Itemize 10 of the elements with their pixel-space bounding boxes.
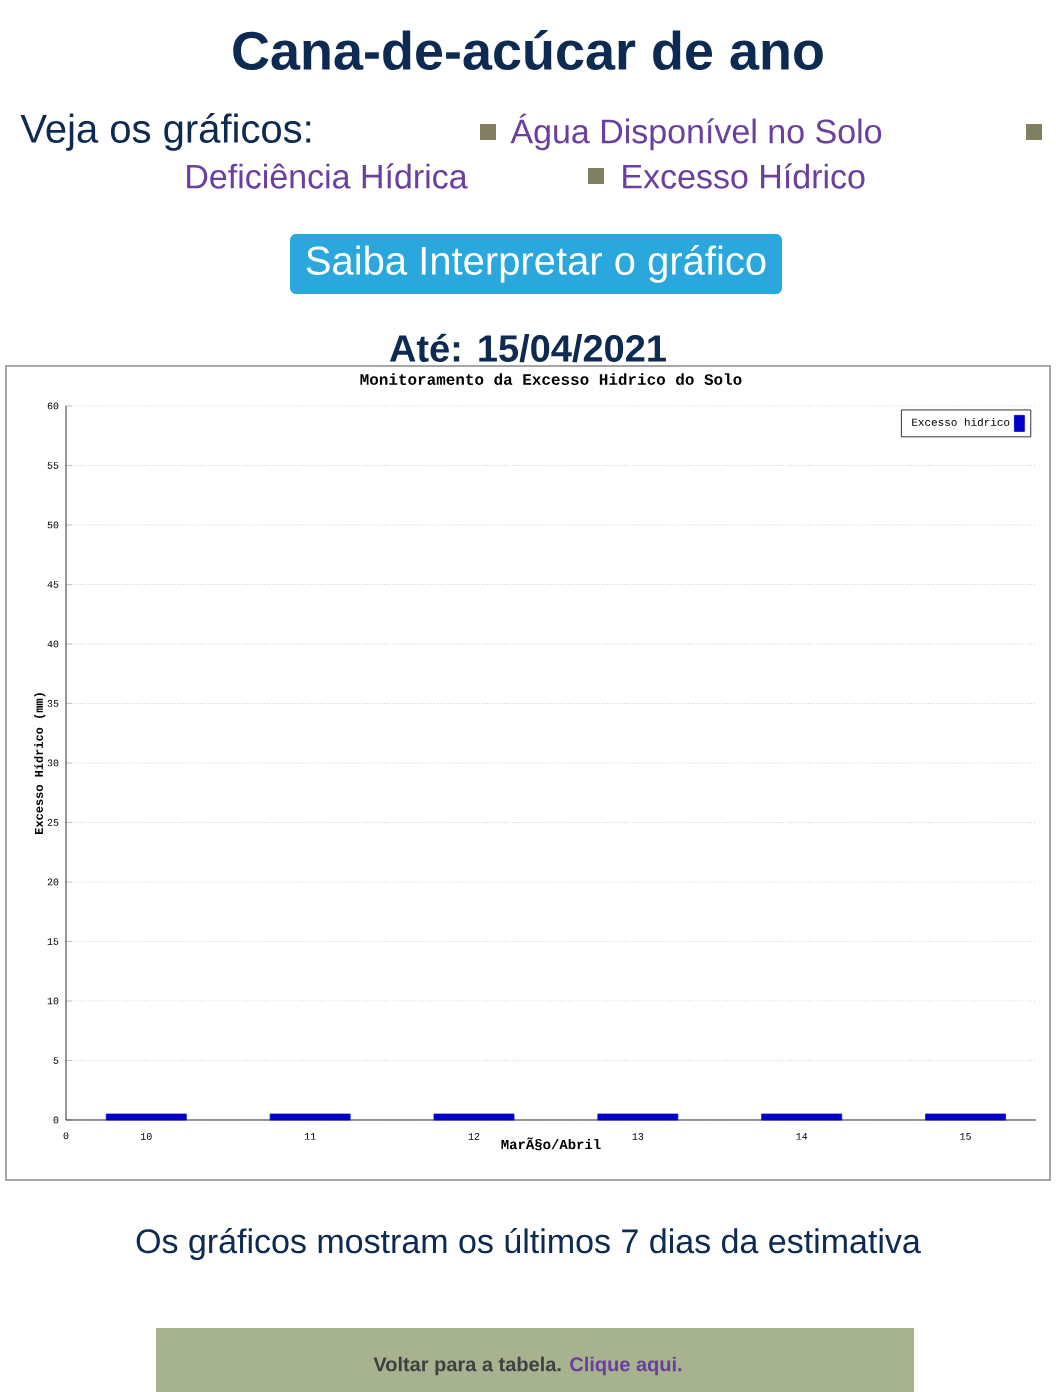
text: Clique aqui. (570, 1356, 682, 1376)
text: Excesso Hídrico (623, 163, 865, 189)
text: Os gráficos mostram os últimos 7 dias da estimativa (136, 1227, 921, 1261)
text: Voltar para a tabela. (373, 1356, 561, 1376)
text: Saiba Interpretar o gráfico (306, 245, 766, 283)
text: Água Disponível no Solo (510, 113, 882, 151)
text: Cana-de-acúcar de ano (233, 29, 823, 71)
text: Deficiência Hídrica (187, 163, 468, 189)
text: Veja os gráficos: (20, 113, 311, 151)
text: Até: 15/04/2021 (389, 333, 666, 363)
